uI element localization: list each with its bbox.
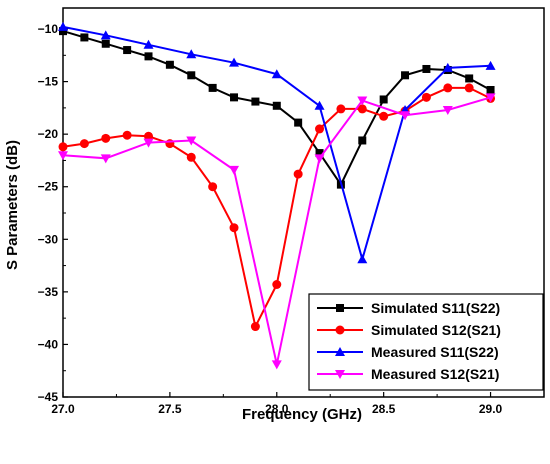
plot-frame (62, 7, 545, 398)
data-point (293, 169, 303, 179)
data-point (486, 86, 495, 95)
data-point (59, 27, 67, 36)
data-point (315, 124, 325, 134)
legend-entry: Measured S12(S21) (317, 366, 499, 382)
data-point (379, 95, 388, 104)
legend-label: Simulated S11(S22) (371, 300, 500, 316)
legend-label: Measured S11(S22) (371, 344, 499, 360)
data-point (271, 69, 282, 79)
legend-entry: Simulated S11(S22) (317, 300, 500, 316)
series-1 (59, 27, 495, 189)
data-point (271, 360, 282, 370)
data-point (272, 280, 282, 290)
legend-marker (335, 370, 345, 379)
data-point (165, 60, 174, 69)
data-point (357, 254, 368, 264)
y-tick-label: −15 (38, 75, 59, 89)
data-point (143, 39, 154, 49)
x-tick-label: 28.0 (265, 402, 289, 416)
x-tick-label: 27.5 (158, 402, 182, 416)
legend-entry: Measured S11(S22) (317, 344, 499, 360)
data-point (464, 83, 474, 93)
data-point (250, 322, 260, 332)
data-point (357, 96, 368, 106)
data-point (442, 62, 453, 72)
legend-label: Measured S12(S21) (371, 366, 499, 382)
data-point (123, 46, 132, 55)
y-tick-label: −40 (38, 337, 59, 351)
data-point (229, 57, 240, 67)
data-point (465, 74, 474, 83)
data-point (144, 52, 153, 61)
data-point (422, 64, 431, 73)
data-point (186, 152, 196, 162)
legend-label: Simulated S12(S21) (371, 322, 501, 338)
data-point (122, 130, 132, 140)
data-point (101, 133, 111, 143)
data-point (144, 131, 154, 141)
data-point (143, 138, 154, 148)
legend-marker (335, 325, 345, 335)
data-point (100, 30, 111, 40)
x-tick-label: 29.0 (479, 402, 503, 416)
series-line (62, 86, 492, 330)
data-point (442, 105, 453, 115)
series-line (62, 25, 491, 263)
data-point (229, 165, 240, 175)
data-point (336, 104, 346, 114)
data-point (443, 83, 453, 93)
y-tick-label: −10 (38, 22, 59, 36)
data-point (358, 136, 367, 145)
legend-entry: Simulated S12(S21) (317, 322, 501, 338)
series-4 (58, 93, 496, 370)
data-point (100, 154, 111, 164)
data-point (230, 93, 239, 102)
y-tick-label: −20 (38, 127, 59, 141)
x-tick-label: 28.5 (372, 402, 396, 416)
data-point (401, 71, 410, 80)
data-point (80, 33, 89, 42)
data-point (357, 104, 367, 114)
x-tick-label: 27.0 (51, 402, 75, 416)
data-point (186, 49, 197, 59)
legend-marker (336, 304, 344, 312)
data-point (314, 154, 325, 164)
data-point (58, 21, 68, 31)
data-point (315, 149, 324, 158)
data-point (485, 93, 496, 103)
y-tick-label: −30 (38, 232, 59, 246)
legend-marker (335, 347, 345, 356)
series-2 (58, 83, 496, 332)
data-point (229, 223, 239, 233)
data-point (58, 142, 68, 152)
data-point (79, 139, 89, 149)
y-tick-label: −25 (38, 180, 59, 194)
data-point (294, 118, 303, 127)
data-point (272, 101, 281, 110)
data-point (186, 136, 197, 146)
data-point (58, 151, 68, 161)
series-3 (58, 21, 496, 264)
data-point (379, 111, 389, 121)
data-point (208, 83, 217, 92)
y-tick-label: −45 (38, 390, 59, 404)
x-axis-title: Frequency (GHz) (242, 406, 362, 423)
y-axis-title: S Parameters (dB) (4, 140, 21, 270)
data-point (187, 71, 196, 80)
data-point (400, 111, 411, 121)
data-point (485, 60, 496, 70)
data-point (208, 182, 218, 192)
data-point (101, 39, 110, 48)
data-point (251, 97, 260, 106)
data-point (314, 100, 325, 110)
data-point (421, 92, 431, 102)
y-tick-label: −35 (38, 285, 59, 299)
